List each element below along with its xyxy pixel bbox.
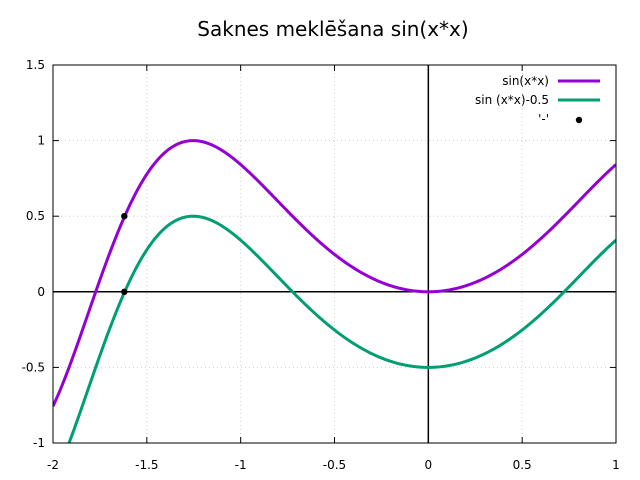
y-tick-label: 0.5 [26,209,45,223]
series-lines [53,139,616,443]
chart-title: Saknes meklēšana sin(x*x) [197,17,468,41]
y-tick-label: -0.5 [22,360,45,374]
data-point [121,213,128,220]
x-tick-label: -1 [235,458,247,472]
y-tick-label: 1.5 [26,58,45,72]
x-tick-label: 1 [612,458,620,472]
legend-swatch [575,116,583,124]
legend-label: '-' [538,112,549,126]
legend-label: sin (x*x)-0.5 [475,93,549,107]
y-tick-label: 0 [37,285,45,299]
y-tick-label: 1 [37,134,45,148]
x-tick-label: -1.5 [135,458,158,472]
x-tick-label: -2 [47,458,59,472]
legend: sin(x*x) sin (x*x)-0.5 '-' [475,74,600,126]
y-tick-label: -1 [33,436,45,450]
x-axis: -2 -1.5 -1 -0.5 0 0.5 1 [47,65,620,472]
zero-axes [53,65,616,443]
series-line [53,139,616,407]
legend-label: sin(x*x) [502,74,549,88]
data-points [121,213,128,295]
x-tick-label: 0 [425,458,433,472]
y-axis: -1 -0.5 0 0.5 1 1.5 [22,58,616,450]
x-tick-label: 0.5 [513,458,532,472]
x-tick-label: -0.5 [323,458,346,472]
data-point [121,288,128,295]
series-line [67,214,616,443]
